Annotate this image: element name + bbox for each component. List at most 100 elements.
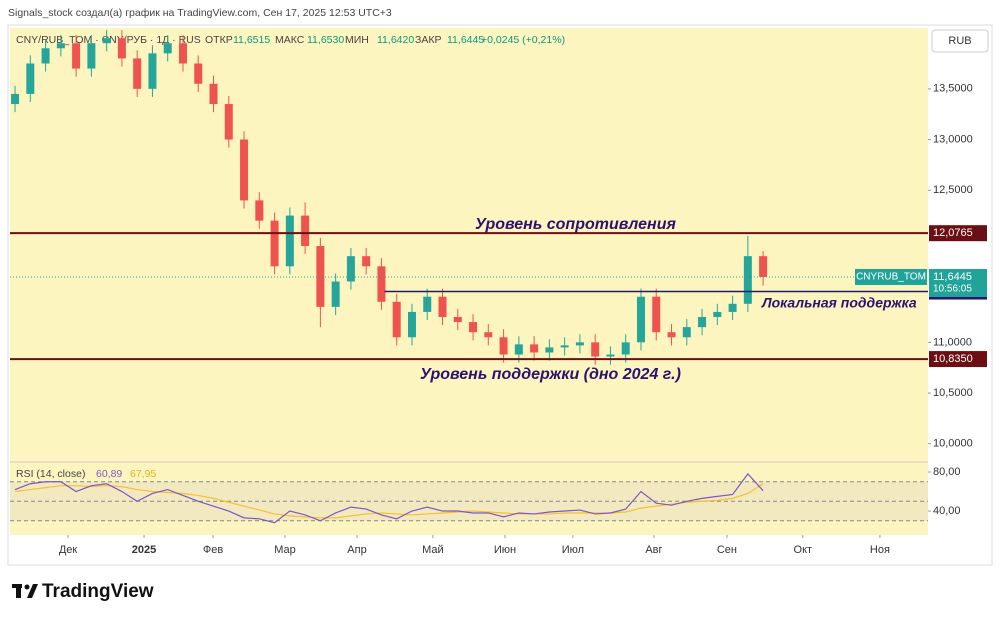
candle-body (285, 215, 294, 267)
candle-body (377, 266, 386, 302)
symbol: CNYRUB_TOM (856, 272, 926, 283)
change: +0,0245 (+0,21%) (481, 34, 565, 46)
level-label-bg (929, 351, 987, 368)
candle-body (209, 83, 218, 105)
candle-body (438, 296, 447, 317)
candle-body (316, 246, 325, 307)
symbol-bg (855, 268, 927, 285)
candle-body (423, 296, 432, 312)
x-tick-label: Авг (645, 544, 662, 556)
x-tick-label: Июн (494, 544, 516, 556)
currency-box[interactable] (931, 29, 989, 53)
candle-body (606, 354, 615, 357)
current-label: 11,6445 (933, 271, 972, 283)
rsi-ma-value: 67,95 (130, 468, 156, 480)
x-tick-label: Дек (59, 544, 78, 556)
y-tick-label: 12,5000 (933, 184, 973, 196)
candle-body (41, 48, 50, 64)
candle-body (545, 347, 554, 353)
candle-body (255, 200, 264, 221)
x-tick-label: Апр (347, 544, 366, 556)
candle-body (178, 43, 187, 64)
candle-body (453, 316, 462, 323)
candle-body (575, 342, 584, 346)
candle-body (407, 311, 416, 338)
x-tick-label: Июл (562, 544, 584, 556)
ohlc-legend: ОТКР 11,6515 МАКС 11,6530 МИН 11,6420 ЗАКР 11,6… (205, 34, 484, 46)
candle-body (652, 296, 661, 333)
candle-body (392, 301, 401, 338)
rsi-ma-line (14, 483, 764, 519)
legend-value: 11,6445 (447, 34, 484, 46)
candle-body (530, 344, 539, 353)
x-tick-label: 2025 (132, 544, 156, 556)
legend-key: ОТКР (205, 34, 233, 46)
level-label-bg (929, 225, 987, 242)
current-label-bg (929, 268, 987, 297)
legend-key: МАКС (275, 34, 305, 46)
x-tick-label: Сен (717, 544, 737, 556)
rsi-tick-label: 40,00 (933, 505, 961, 517)
candle-body (240, 139, 249, 201)
rsi-title: RSI (14, close) (16, 468, 85, 480)
candle-body (11, 93, 20, 105)
candle-body (743, 256, 752, 304)
rsi-line (14, 473, 764, 524)
y-tick-label: 10,0000 (933, 438, 973, 450)
y-tick-label: 13,5000 (933, 83, 973, 95)
candle-body (560, 345, 569, 348)
candle-body (499, 337, 508, 355)
candle-body (224, 104, 233, 140)
candle-body (514, 344, 523, 355)
annotation: Локальная поддержка (761, 295, 917, 311)
candle-body (194, 63, 203, 84)
logo: TradingView (12, 581, 154, 602)
annotation: Уровень поддержки (дно 2024 г.) (420, 366, 681, 383)
currency[interactable]: RUB (948, 35, 971, 47)
candle-body (102, 38, 111, 44)
countdown: 10:56:05 (933, 284, 972, 295)
x-tick-label: Окт (794, 544, 813, 556)
candle-body (469, 322, 478, 333)
x-tick-label: Фев (203, 544, 223, 556)
plot-bg (10, 28, 928, 535)
legend-key: ЗАКР (415, 34, 441, 46)
annotation: Уровень сопротивления (475, 216, 676, 233)
candle-body (163, 43, 172, 54)
level-label: 10,8350 (933, 353, 973, 365)
legend-value: 11,6420 (377, 34, 414, 46)
legend-value: 11,6515 (233, 34, 270, 46)
candle-body (56, 43, 65, 49)
candle-body (362, 256, 371, 267)
x-tick-label: Май (422, 544, 444, 556)
y-tick-label: 11,0000 (933, 336, 972, 348)
legend-value: 11,6530 (307, 34, 344, 46)
brand: TradingView (42, 581, 154, 602)
candle-body (72, 43, 81, 69)
y-tick-label: 13,0000 (933, 133, 973, 145)
candle-body (301, 215, 310, 247)
candle-body (621, 342, 630, 355)
y-tick-label: 10,5000 (933, 387, 973, 399)
candle-body (713, 311, 722, 317)
x-tick-label: Ноя (870, 544, 890, 556)
candle-body (87, 43, 96, 69)
candle-body (728, 303, 737, 312)
candle-body (698, 316, 707, 328)
candle-body (636, 296, 645, 343)
candle-body (759, 256, 768, 277)
candle-body (331, 281, 340, 307)
candle-body (117, 38, 126, 59)
candle-body (26, 63, 35, 94)
candle-body (484, 332, 493, 338)
candle-body (270, 220, 279, 267)
candle-body (346, 256, 355, 282)
level-label: 12,0765 (933, 227, 973, 239)
rsi-tick-label: 80,00 (933, 466, 961, 478)
x-tick-label: Мар (274, 544, 296, 556)
candle-body (591, 342, 600, 357)
candle-body (133, 58, 142, 89)
candle-body (148, 53, 157, 89)
credit: Signals_stock создал(а) график на Tradin… (8, 7, 392, 19)
